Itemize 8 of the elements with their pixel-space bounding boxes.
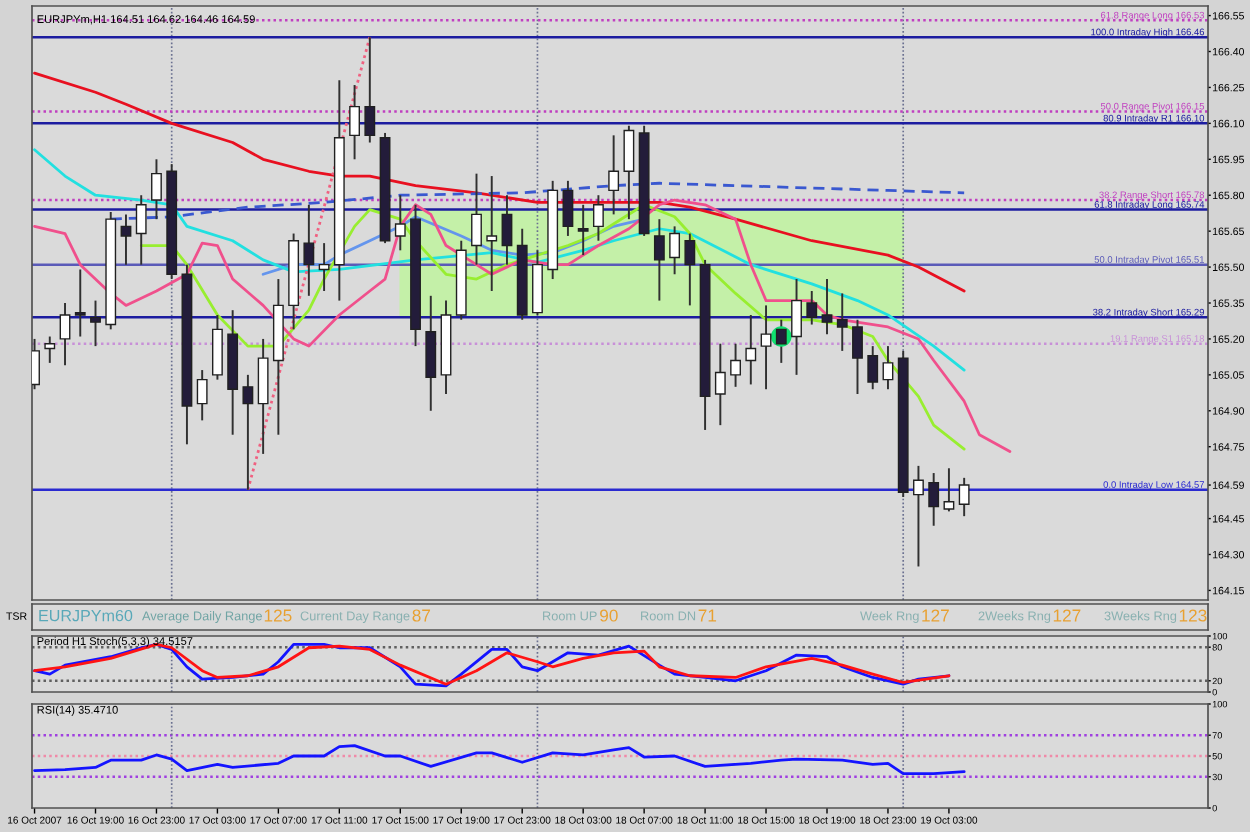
text: 127	[922, 609, 949, 622]
text: 125	[264, 609, 292, 622]
text: 90	[600, 609, 618, 622]
text: EURJPYm60	[39, 609, 133, 622]
text: 127	[1053, 609, 1081, 622]
text: 71	[698, 609, 717, 622]
text: 123	[1179, 609, 1207, 622]
text: 87	[412, 609, 431, 622]
